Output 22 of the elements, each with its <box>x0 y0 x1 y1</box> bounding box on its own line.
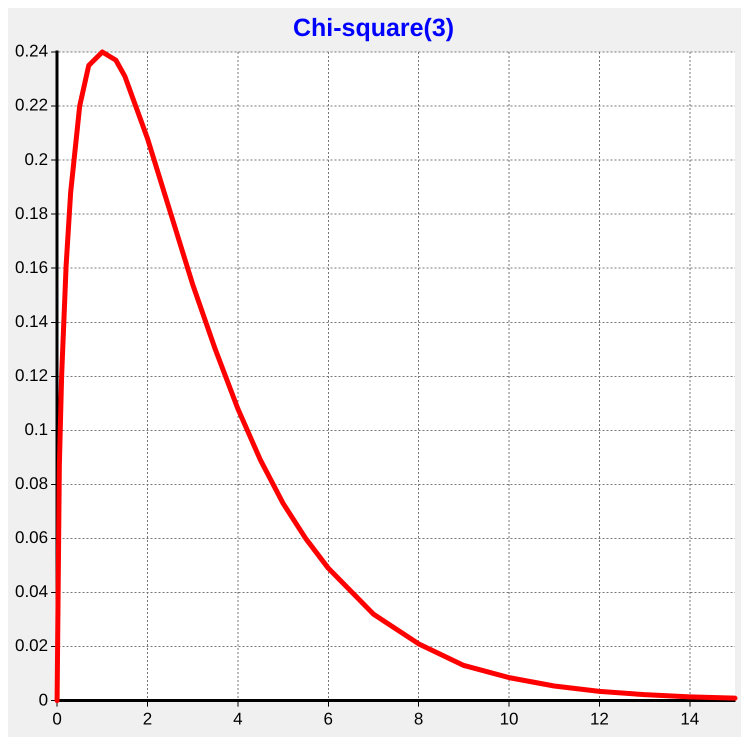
x-tick-label: 2 <box>142 709 152 728</box>
y-tick-label: 0.12 <box>14 366 48 385</box>
y-tick-label: 0.16 <box>14 258 48 277</box>
x-tick-label: 12 <box>590 709 609 728</box>
y-tick-label: 0.2 <box>24 150 48 169</box>
y-tick-label: 0 <box>38 690 48 710</box>
y-tick-label: 0.18 <box>14 204 48 223</box>
y-tick-label: 0.02 <box>14 636 48 656</box>
x-tick-label: 4 <box>233 709 243 728</box>
y-tick-label: 0.06 <box>14 528 48 548</box>
x-tick-label: 6 <box>324 709 333 728</box>
y-tick-label: 0.04 <box>14 582 48 602</box>
y-tick-label: 0.08 <box>14 474 48 494</box>
x-tick-label: 14 <box>680 709 700 728</box>
x-tick-label: 10 <box>500 709 518 728</box>
x-tick-label: 0 <box>52 709 62 728</box>
x-tick-label: 8 <box>414 709 424 728</box>
y-tick-label: 0.24 <box>14 42 48 61</box>
chart-title: Chi-square(3) <box>292 14 454 42</box>
y-tick-label: 0.1 <box>24 420 48 440</box>
y-tick-label: 0.14 <box>14 312 48 331</box>
y-tick-label: 0.22 <box>14 96 48 115</box>
